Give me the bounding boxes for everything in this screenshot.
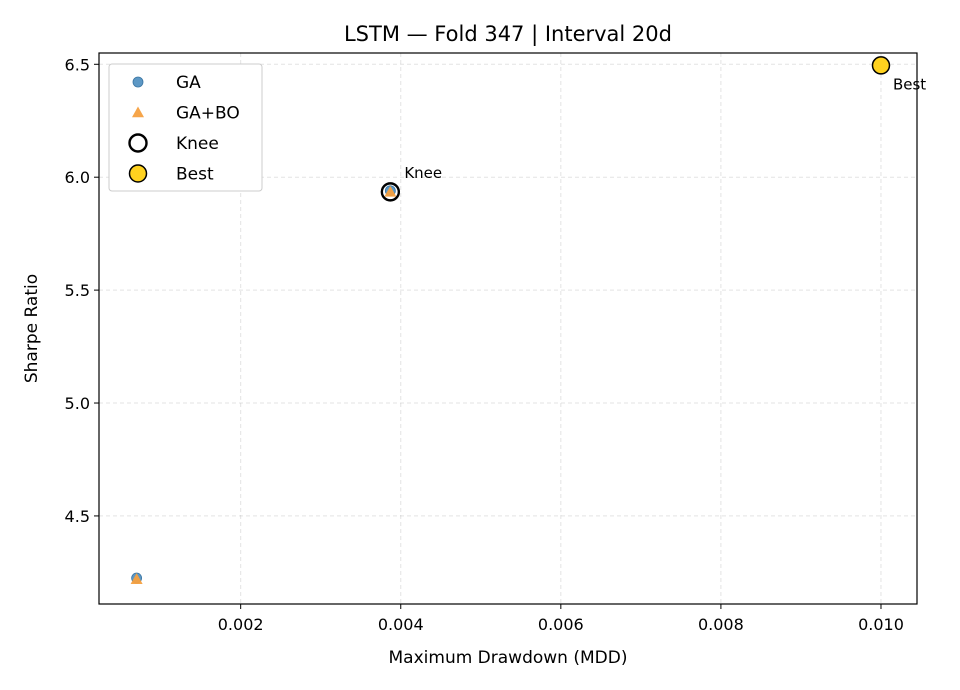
x-tick-label: 0.010 — [858, 615, 904, 634]
annotations: Knee Best — [404, 75, 926, 181]
y-tick-label: 4.5 — [65, 507, 90, 526]
ga-bo-point — [384, 185, 397, 197]
legend-marker-best — [128, 164, 148, 183]
chart-title: LSTM — Fold 347 | Interval 20d — [344, 22, 672, 47]
x-tick-label: 0.006 — [538, 615, 584, 634]
legend-label-ga-bo: GA+BO — [176, 104, 240, 124]
legend: GA GA+BO Knee Best — [108, 63, 263, 192]
legend-label-best: Best — [176, 165, 214, 185]
y-axis-label: Sharpe Ratio — [22, 274, 42, 383]
best-point — [871, 56, 891, 75]
knee-point — [380, 182, 401, 202]
annotation-knee: Knee — [404, 164, 442, 182]
ga-bo-point — [130, 573, 143, 584]
grid — [99, 53, 917, 604]
legend-marker-ga — [132, 76, 144, 88]
legend-marker-ga-bo — [132, 106, 144, 118]
plot-area-frame — [98, 52, 918, 605]
legend-label-ga: GA — [176, 73, 201, 93]
x-axis-label: Maximum Drawdown (MDD) — [389, 648, 628, 668]
x-tick-label: 0.008 — [698, 615, 744, 634]
legend-marker-knee — [128, 133, 148, 153]
legend-box — [108, 63, 263, 192]
x-tick-label: 0.004 — [378, 615, 424, 634]
legend-label-knee: Knee — [176, 134, 219, 154]
y-tick-label: 6.0 — [65, 168, 90, 187]
y-tick-label: 5.0 — [65, 394, 90, 413]
x-axis: 0.002 0.004 0.006 0.008 0.010 — [218, 604, 904, 634]
x-tick-label: 0.002 — [218, 615, 264, 634]
data-points — [130, 56, 891, 584]
y-tick-label: 6.5 — [65, 55, 90, 74]
y-axis: 4.5 5.0 5.5 6.0 6.5 — [65, 55, 99, 526]
y-tick-label: 5.5 — [65, 281, 90, 300]
annotation-best: Best — [893, 75, 926, 93]
